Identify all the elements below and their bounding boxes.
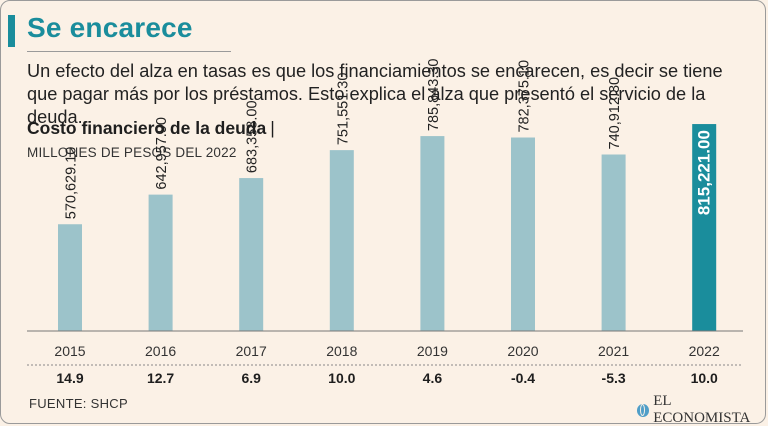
bar-value-label-2018: 751,551.30 <box>335 73 351 146</box>
bar-value-label-2020: 782,375.10 <box>517 60 533 133</box>
headline-rule <box>27 51 231 52</box>
x-tick-label-2017: 2017 <box>236 343 267 359</box>
bar-value-label-2021: 740,912.30 <box>607 77 623 150</box>
bar-value-label-2015: 570,629.10 <box>64 147 80 220</box>
bar-2022 <box>692 124 717 331</box>
bar-value-label-2017: 683,358.00 <box>245 100 261 173</box>
publisher-logo-text: EL ECONOMISTA <box>653 393 751 424</box>
secondary-value-2018: 10.0 <box>328 370 355 386</box>
publisher-logo: EL ECONOMISTA <box>637 393 765 424</box>
secondary-value-2020: -0.4 <box>511 370 535 386</box>
secondary-value-2022: 10.0 <box>691 370 718 386</box>
globe-icon <box>637 403 650 417</box>
bar-2016 <box>148 194 173 331</box>
bar-value-label-2022: 815,221.00 <box>695 130 714 215</box>
secondary-value-2017: 6.9 <box>241 370 261 386</box>
bar-2021 <box>601 154 626 331</box>
x-tick-label-2018: 2018 <box>326 343 357 359</box>
chart-title: Costo financiero de la deuda | <box>27 118 275 139</box>
bar-2015 <box>58 224 82 331</box>
secondary-value-2021: -5.3 <box>602 370 626 386</box>
x-tick-label-2015: 2015 <box>54 343 85 359</box>
secondary-value-2015: 14.9 <box>56 370 83 386</box>
x-tick-label-2021: 2021 <box>598 343 629 359</box>
x-tick-label-2020: 2020 <box>507 343 538 359</box>
bar-2019 <box>420 136 445 331</box>
secondary-value-2016: 12.7 <box>147 370 174 386</box>
chart-title-separator: | <box>270 118 275 138</box>
bar-2018 <box>329 150 354 331</box>
x-tick-label-2016: 2016 <box>145 343 176 359</box>
headline-accent-bar <box>8 15 15 47</box>
bar-value-label-2019: 785,843.30 <box>426 59 442 132</box>
lede-paragraph: Un efecto del alza en tasas es que los f… <box>27 61 723 127</box>
source-note: FUENTE: SHCP <box>29 396 128 411</box>
x-tick-label-2022: 2022 <box>689 343 720 359</box>
bar-2020 <box>511 137 535 331</box>
chart-subtitle: MILLONES DE PESOS DEL 2022 <box>27 145 237 160</box>
bar-value-label-2016: 642,957.90 <box>154 117 170 190</box>
chart-title-text: Costo financiero de la deuda <box>27 118 267 138</box>
x-tick-label-2019: 2019 <box>417 343 448 359</box>
headline: Se encarece <box>27 12 193 43</box>
bar-2017 <box>239 178 264 331</box>
secondary-value-2019: 4.6 <box>423 370 443 386</box>
